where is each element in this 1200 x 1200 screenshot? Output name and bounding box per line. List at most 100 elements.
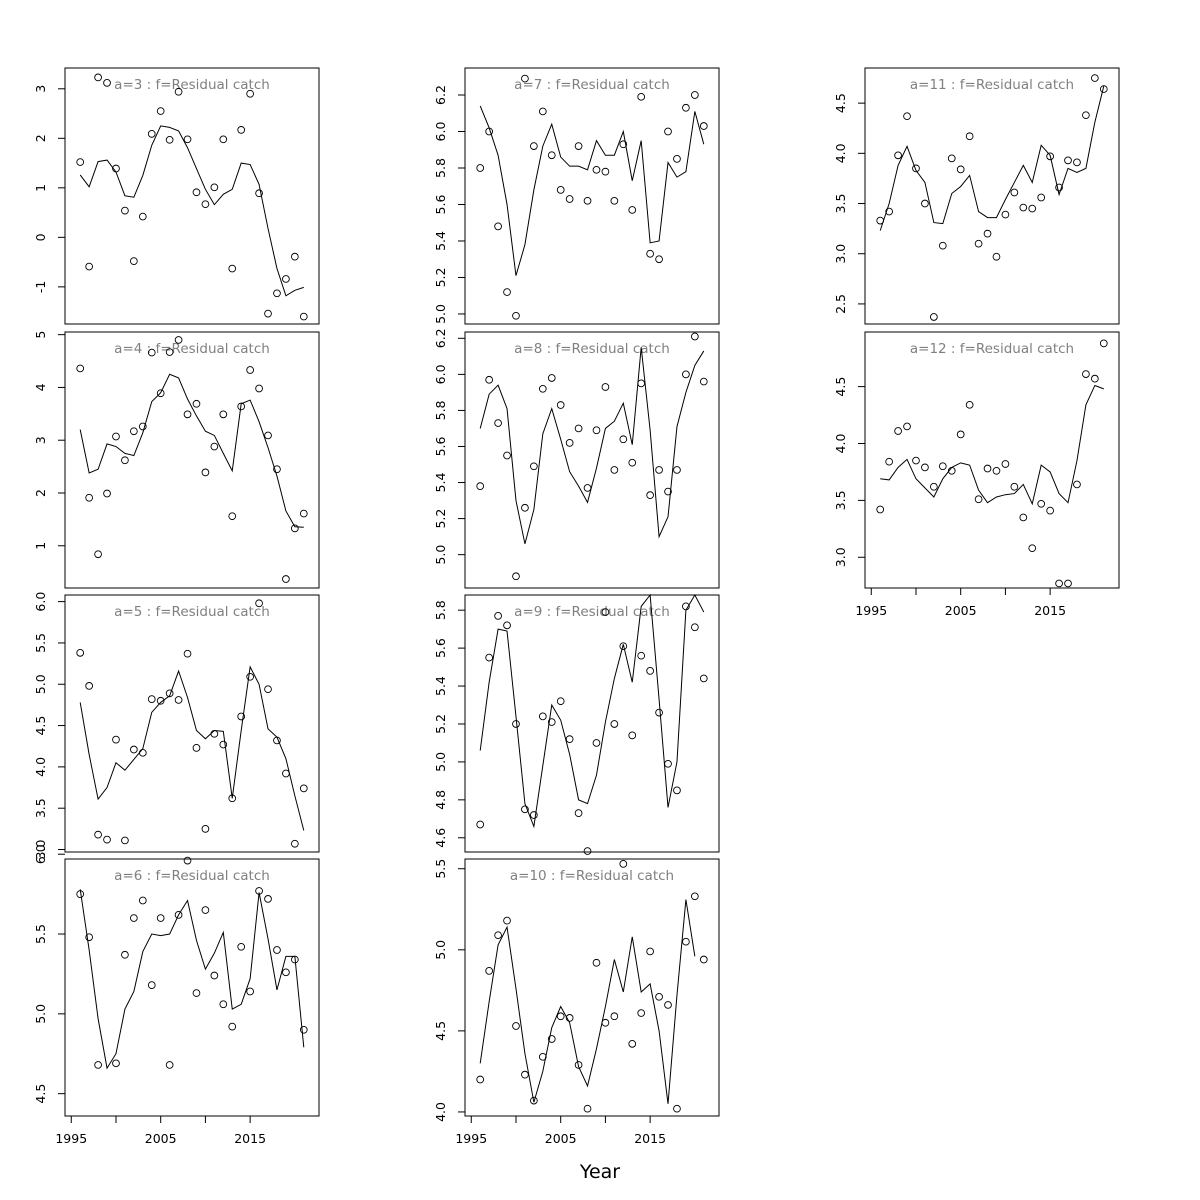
panel-frame <box>864 67 1120 325</box>
panel: a=6 : f=Residual catch 4.5 5.0 5.5 6.0 1995 20… <box>33 844 320 1146</box>
x-tick-label: 1995 <box>855 603 887 618</box>
observed-point <box>521 805 529 814</box>
y-tick-label: 5.0 <box>33 1004 48 1024</box>
observed-point <box>1073 480 1081 489</box>
observed-point <box>219 740 228 749</box>
panel-frame <box>864 331 1120 589</box>
panel-frame <box>64 594 320 853</box>
observed-point <box>965 400 974 409</box>
panel-label: a=11 : f=Residual catch <box>910 77 1074 93</box>
panel: a=12 : f=Residual catch 3.0 3.5 4.0 4.5 1995 2… <box>833 331 1120 618</box>
observed-point <box>85 682 93 690</box>
observed-point <box>183 856 192 865</box>
observed-point <box>255 887 263 895</box>
observed-point <box>574 809 583 817</box>
observed-point <box>192 744 201 752</box>
observed-point <box>121 456 129 465</box>
observed-point <box>255 384 263 393</box>
observed-point <box>147 130 156 138</box>
y-tick-label: 3.0 <box>33 840 48 860</box>
observed-point <box>930 313 938 321</box>
y-tick-label: 5.5 <box>433 859 448 879</box>
observed-point <box>485 127 493 136</box>
y-tick-label: 2 <box>33 134 48 142</box>
observed-point <box>699 955 708 964</box>
observed-point <box>494 419 502 427</box>
observed-point <box>485 375 493 384</box>
observed-point <box>547 374 556 382</box>
y-tick-label: 4.5 <box>833 377 848 397</box>
observed-point <box>228 1022 237 1031</box>
observed-point <box>503 451 511 460</box>
observed-point <box>646 667 654 675</box>
observed-point <box>530 1096 538 1105</box>
observed-point <box>183 649 192 658</box>
observed-point <box>273 736 281 745</box>
observed-point <box>228 794 237 803</box>
observed-point <box>192 989 201 997</box>
panel-label: a=10 : f=Residual catch <box>510 868 674 884</box>
observed-point <box>565 735 574 743</box>
observed-point <box>183 135 192 144</box>
observed-point <box>556 186 565 194</box>
observed-point <box>246 366 254 374</box>
observed-point <box>273 465 281 474</box>
y-tick-label: 4.8 <box>433 790 448 810</box>
y-tick-label: 5.6 <box>433 436 448 456</box>
observed-point <box>619 435 628 444</box>
observed-point <box>565 195 574 203</box>
y-tick-label: 3.5 <box>33 798 48 818</box>
observed-point <box>1019 513 1028 522</box>
y-tick-label: 4.6 <box>433 828 448 848</box>
observed-point <box>947 154 956 163</box>
observed-point <box>174 336 183 344</box>
observed-point <box>485 653 493 662</box>
observed-point <box>673 786 681 795</box>
y-tick-label: 5.2 <box>433 268 448 288</box>
panel-data <box>476 332 708 581</box>
observed-point <box>255 189 263 198</box>
fitted-line <box>79 125 304 297</box>
observed-point <box>655 255 663 264</box>
observed-point <box>201 906 210 914</box>
panel: a=4 : f=Residual catch 1 2 3 4 5 <box>33 331 320 589</box>
y-tick-label: 5.8 <box>433 600 448 620</box>
observed-point <box>619 860 628 868</box>
observed-point <box>1091 74 1099 82</box>
observed-point <box>637 379 646 388</box>
observed-point <box>1028 544 1037 553</box>
observed-point <box>956 165 965 174</box>
observed-point <box>299 509 308 518</box>
panel-frame <box>464 594 720 853</box>
observed-point <box>165 348 174 356</box>
observed-point <box>103 489 111 498</box>
observed-point <box>601 608 610 616</box>
observed-point <box>983 464 992 473</box>
panel: a=11 : f=Residual catch 2.5 3.0 3.5 4.0 4.5 <box>833 67 1120 325</box>
observed-point <box>1091 374 1099 383</box>
observed-point <box>76 364 85 373</box>
observed-point <box>592 958 601 967</box>
fitted-line <box>79 373 304 528</box>
observed-point <box>530 462 538 471</box>
y-tick-label: 6.2 <box>433 328 448 348</box>
panel: a=5 : f=Residual catch 3.0 3.5 4.0 4.5 5.0 5.5… <box>33 592 320 860</box>
observed-point <box>282 968 290 977</box>
observed-point <box>512 1022 520 1030</box>
observed-point <box>228 512 237 521</box>
x-tick-label: 1995 <box>55 1131 87 1146</box>
observed-point <box>273 946 281 954</box>
observed-point <box>1001 210 1010 219</box>
observed-point <box>76 158 85 166</box>
observed-point <box>682 602 690 611</box>
observed-point <box>264 309 272 318</box>
observed-point <box>664 759 672 768</box>
observed-point <box>574 142 583 150</box>
observed-point <box>130 914 138 922</box>
observed-point <box>237 942 246 951</box>
observed-point <box>104 1121 111 1128</box>
observed-point <box>921 199 929 208</box>
observed-point <box>174 696 183 704</box>
panel-label: a=5 : f=Residual catch <box>114 604 270 620</box>
